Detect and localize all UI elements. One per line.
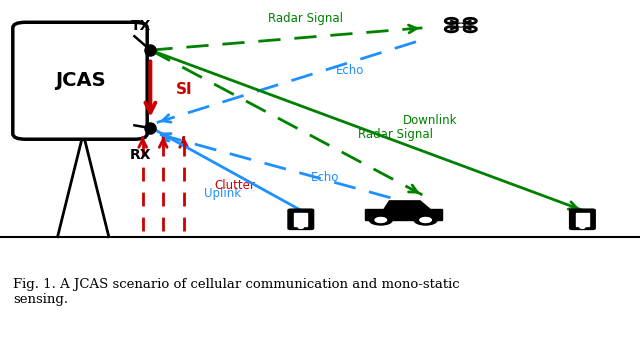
Polygon shape	[384, 201, 430, 209]
Circle shape	[298, 226, 303, 228]
Text: JCAS: JCAS	[54, 71, 106, 90]
FancyBboxPatch shape	[570, 209, 595, 230]
Circle shape	[456, 23, 465, 27]
Text: Uplink: Uplink	[204, 187, 241, 200]
Text: Echo: Echo	[310, 171, 339, 184]
Text: Radar Signal: Radar Signal	[268, 12, 343, 25]
FancyBboxPatch shape	[294, 213, 307, 226]
Text: Radar Signal: Radar Signal	[358, 128, 433, 141]
FancyBboxPatch shape	[365, 209, 442, 220]
Circle shape	[375, 217, 387, 222]
Circle shape	[414, 215, 437, 225]
Text: Echo: Echo	[336, 64, 365, 77]
FancyBboxPatch shape	[13, 22, 147, 139]
FancyBboxPatch shape	[288, 209, 314, 230]
Text: Clutter: Clutter	[214, 178, 255, 192]
Text: TX: TX	[131, 19, 151, 34]
Text: Downlink: Downlink	[403, 114, 458, 127]
Text: Fig. 1. A JCAS scenario of cellular communication and mono-static
sensing.: Fig. 1. A JCAS scenario of cellular comm…	[13, 278, 460, 306]
Text: RX: RX	[130, 147, 152, 162]
Circle shape	[459, 24, 463, 26]
Circle shape	[580, 226, 585, 228]
Circle shape	[420, 217, 431, 222]
Circle shape	[369, 215, 392, 225]
FancyBboxPatch shape	[576, 213, 589, 226]
Text: SI: SI	[176, 82, 193, 97]
